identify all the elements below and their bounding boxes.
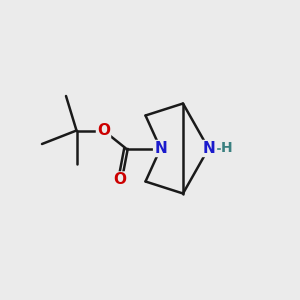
Text: N: N — [154, 141, 167, 156]
Text: O: O — [113, 172, 127, 188]
Text: O: O — [97, 123, 110, 138]
Text: H: H — [221, 142, 233, 155]
Text: N: N — [202, 141, 215, 156]
